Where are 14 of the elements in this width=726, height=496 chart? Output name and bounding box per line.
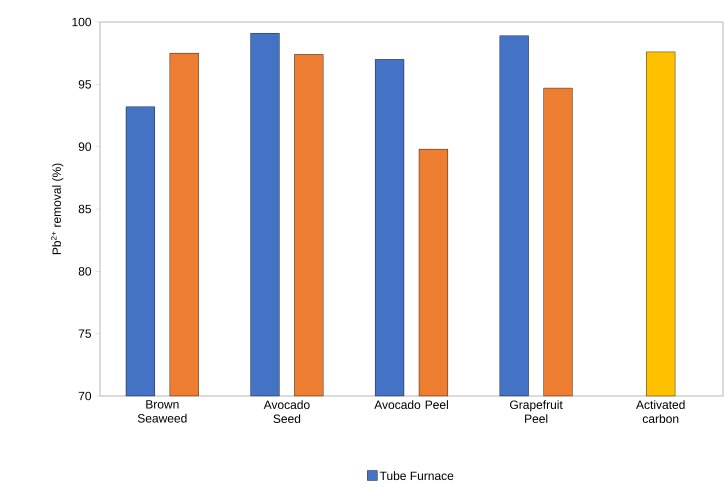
- x-tick-label: Grapefruit Peel: [510, 400, 563, 424]
- x-tick-label: Avocado Seed: [264, 400, 310, 424]
- legend-label: Tube Furnace: [380, 471, 454, 480]
- x-tick-label: Avocado Peel: [374, 400, 448, 410]
- y-tick-label: 85: [78, 204, 92, 214]
- x-tick-label: Activated carbon: [636, 400, 685, 424]
- y-axis-title: Pb$^{2+}$ removal (%): [50, 164, 64, 254]
- y-tick-label: 75: [78, 329, 92, 338]
- y-tick-label: 100: [72, 18, 92, 26]
- y-tick-label: 90: [78, 142, 92, 151]
- y-tick-label: 70: [78, 392, 92, 400]
- x-tick-label: Brown Seaweed: [138, 400, 187, 423]
- y-tick-label: 80: [78, 267, 92, 276]
- y-tick-label: 95: [78, 80, 92, 89]
